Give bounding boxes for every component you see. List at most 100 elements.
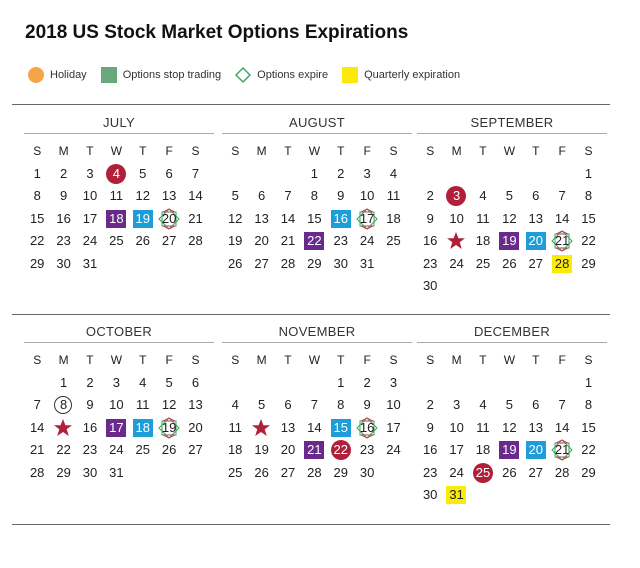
legend-options-expire-label: Options expire xyxy=(257,69,329,81)
day-cell: 7 xyxy=(33,397,41,412)
day-cell: 9 xyxy=(426,210,434,226)
day-cell: 4 xyxy=(389,165,398,181)
weekday-label: T xyxy=(532,144,540,158)
star-icon xyxy=(53,418,73,445)
day-cell: 31 xyxy=(359,255,375,271)
day-cell: 3 xyxy=(112,374,120,390)
empty-cell xyxy=(417,163,443,186)
day-cell: 13 xyxy=(161,188,177,203)
day-cell: 6 xyxy=(532,397,540,412)
weekday-label: W xyxy=(110,353,123,367)
day-cell: 20 xyxy=(188,419,203,435)
weekday-label: M xyxy=(58,144,69,158)
day-cell: 29 xyxy=(307,255,322,271)
day-cell: 10 xyxy=(386,397,401,412)
day-cell: 5 xyxy=(505,397,513,412)
month-title: OCTOBER xyxy=(85,324,153,339)
quarterly-expiration-day: 31 xyxy=(443,484,469,507)
day-cell: 11 xyxy=(476,419,490,435)
day-cell: 26 xyxy=(161,442,177,457)
empty-cell xyxy=(523,372,549,395)
empty-cell xyxy=(275,372,301,395)
weekday-label: M xyxy=(256,353,267,367)
day-cell: 10 xyxy=(449,210,464,226)
day-cell: 11 xyxy=(228,419,242,435)
day-cell: 1 xyxy=(59,374,68,390)
month-title: SEPTEMBER xyxy=(470,115,554,130)
day-cell: 25 xyxy=(227,464,243,480)
day-cell: 30 xyxy=(82,464,98,480)
expiration-octagon-icon xyxy=(355,416,379,447)
day-cell: 25 xyxy=(475,255,491,271)
day-cell: 27 xyxy=(280,464,296,480)
day-cell: 14 xyxy=(307,419,322,435)
day-cell: 13 xyxy=(188,397,203,412)
day-cell: 28 xyxy=(280,255,296,271)
weekday-label: S xyxy=(33,144,42,158)
day-cell: 9 xyxy=(86,397,94,412)
day-cell: 12 xyxy=(161,397,177,412)
diamond-outline-icon xyxy=(235,67,252,83)
day-cell: 23 xyxy=(333,233,348,248)
weekday-label: S xyxy=(426,144,435,158)
weekday-label: W xyxy=(308,144,321,158)
day-cell: 26 xyxy=(502,464,517,480)
day-cell: 5 xyxy=(165,374,173,390)
month-title: JULY xyxy=(102,115,136,130)
expiration-day: 21 xyxy=(549,230,575,253)
day-cell: 19 xyxy=(254,442,269,457)
day-cell: 14 xyxy=(188,188,203,203)
day-cell: 16 xyxy=(56,210,71,226)
day-cell: 11 xyxy=(476,210,490,226)
day-cell: 2 xyxy=(59,165,68,181)
day-cell: 4 xyxy=(479,188,487,203)
day-cell: 14 xyxy=(280,210,296,226)
holiday-day: 22 xyxy=(328,439,354,462)
day-cell: 2 xyxy=(426,188,434,203)
day-cell: 2 xyxy=(86,374,94,390)
legend: Holiday Options stop trading Options exp… xyxy=(28,65,474,85)
stop-trading-day: 17 xyxy=(103,417,129,440)
legend-options-expire: Options expire xyxy=(235,67,328,83)
day-cell: 21 xyxy=(280,233,296,248)
day-cell: 13 xyxy=(528,419,543,435)
stop-trading-day: 19 xyxy=(496,439,522,462)
empty-cell xyxy=(496,163,522,186)
expiration-day: 20 xyxy=(156,207,182,231)
day-cell: 29 xyxy=(56,464,71,480)
day-cell: 8 xyxy=(584,188,593,203)
day-cell: 15 xyxy=(307,210,322,226)
day-cell: 18 xyxy=(386,210,401,226)
day-cell: 8 xyxy=(584,397,593,412)
month-rule xyxy=(24,133,214,134)
day-cell: 21 xyxy=(188,210,203,226)
day-cell: 5 xyxy=(505,188,513,203)
day-cell: 26 xyxy=(227,255,243,271)
green-square-icon xyxy=(100,67,117,83)
month-rule xyxy=(222,342,412,343)
day-cell: 14 xyxy=(554,210,570,226)
day-cell: 24 xyxy=(359,233,375,248)
calendar-grid: SMTWTFS123456789101112131415161718192021… xyxy=(24,349,214,484)
day-cell: 18 xyxy=(475,233,491,248)
calendar-grid: SMTWTFS123456789101112131415161718192021… xyxy=(417,140,607,298)
legend-stop-trading: Options stop trading xyxy=(100,67,221,83)
divider-middle xyxy=(12,314,610,315)
day-cell: 12 xyxy=(135,188,150,203)
day-cell: 11 xyxy=(109,188,124,203)
day-cell: 30 xyxy=(422,487,438,502)
empty-cell xyxy=(24,372,50,395)
day-cell: 18 xyxy=(475,442,491,457)
empty-cell xyxy=(470,163,496,186)
day-cell: 20 xyxy=(254,233,269,248)
day-cell: 6 xyxy=(257,188,266,203)
day-cell: 14 xyxy=(554,419,570,435)
day-cell: 10 xyxy=(359,188,375,203)
day-cell: 15 xyxy=(581,210,596,226)
divider-bottom xyxy=(12,524,610,525)
expiration-octagon-icon xyxy=(157,207,181,238)
day-cell: 10 xyxy=(449,419,464,435)
weekday-label: T xyxy=(337,144,345,158)
